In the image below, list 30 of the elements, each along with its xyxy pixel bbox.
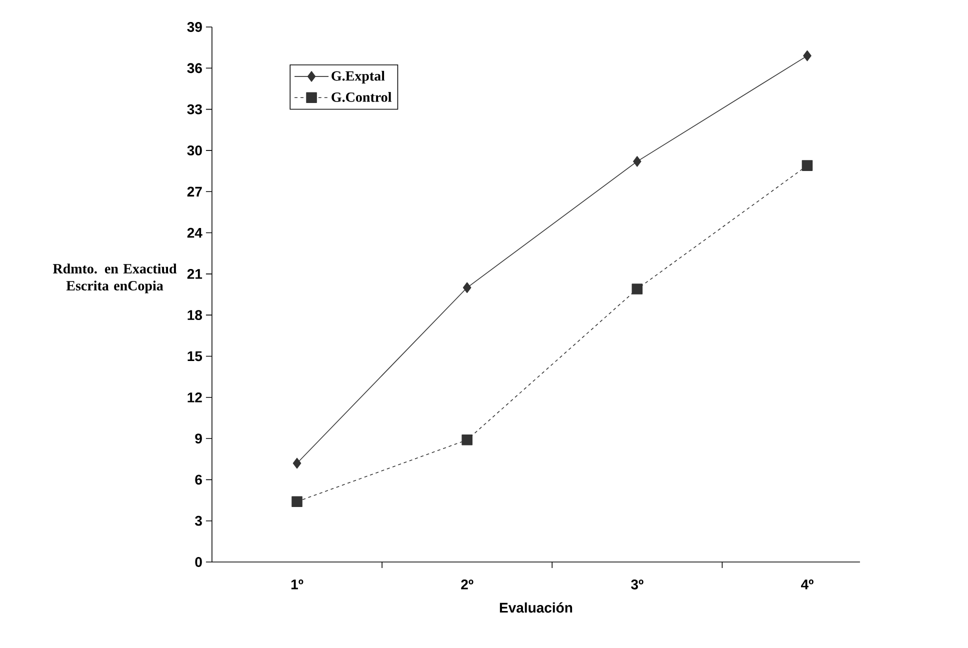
y-tick-label: 33 xyxy=(187,104,202,114)
x-tick-label: 2º xyxy=(461,580,474,590)
y-tick-label: 12 xyxy=(188,392,202,402)
y-tick-label: 0 xyxy=(195,557,202,567)
y-tick-label: 18 xyxy=(188,310,202,320)
x-tick-label: 4º xyxy=(801,580,814,590)
y-tick-label: 3 xyxy=(194,516,202,526)
point xyxy=(462,434,472,446)
y-axis-title: Rdmto. en Exactiud Escrita enCopia xyxy=(52,264,177,294)
point xyxy=(633,156,642,167)
y-tick-label: 6 xyxy=(195,474,202,485)
point xyxy=(292,496,302,508)
point xyxy=(632,284,643,294)
point xyxy=(292,458,302,469)
point xyxy=(802,160,813,171)
legend-label: G.Exptal xyxy=(332,70,385,84)
y-tick-label: 24 xyxy=(187,228,202,238)
point xyxy=(462,282,472,294)
point xyxy=(803,50,812,62)
y-tick-label: 30 xyxy=(187,145,202,156)
y-tick-label: 9 xyxy=(195,434,202,444)
legend-label: G.Control xyxy=(332,92,392,102)
y-tick-label: 21 xyxy=(187,269,202,279)
x-axis-title: Evaluación xyxy=(500,602,572,613)
y-tick-label: 15 xyxy=(188,351,202,362)
y-tick-label: 36 xyxy=(187,63,202,74)
x-tick-label: 1º xyxy=(291,580,304,590)
y-tick-label: 39 xyxy=(187,22,202,32)
y-tick-label: 27 xyxy=(187,186,202,196)
x-tick-label: 3º xyxy=(631,580,644,590)
